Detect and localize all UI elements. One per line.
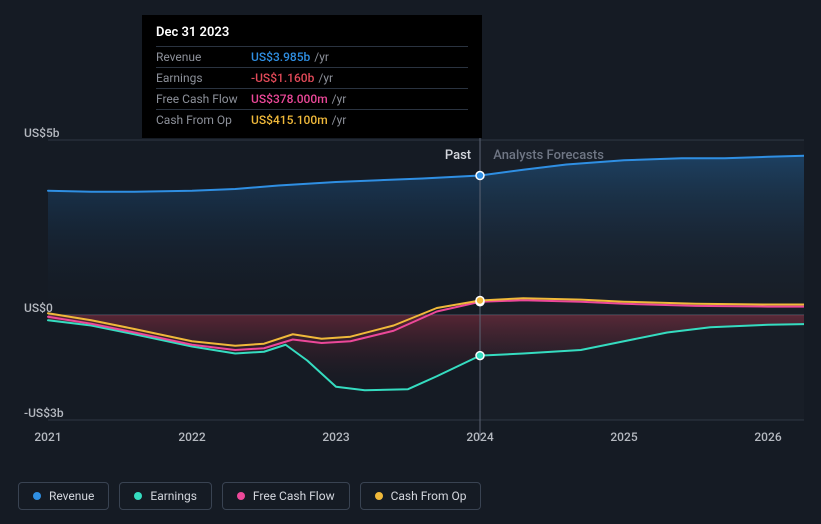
tooltip-row: RevenueUS$3.985b/yr <box>156 47 468 68</box>
legend-item-free-cash-flow[interactable]: Free Cash Flow <box>222 482 350 510</box>
tooltip-row: Free Cash FlowUS$378.000m/yr <box>156 89 468 110</box>
legend-label: Cash From Op <box>391 489 467 503</box>
y-axis-label: -US$3b <box>24 406 64 420</box>
x-axis-label: 2024 <box>466 430 493 444</box>
legend-label: Earnings <box>150 489 197 503</box>
x-axis-label: 2021 <box>34 430 61 444</box>
x-axis-label: 2026 <box>754 430 781 444</box>
tooltip-metric-label: Cash From Op <box>156 113 251 127</box>
tooltip-metric-value: -US$1.160b <box>251 71 314 85</box>
tooltip-metric-unit: /yr <box>332 92 347 106</box>
legend-marker-icon <box>237 492 245 500</box>
tooltip-metric-label: Free Cash Flow <box>156 92 251 106</box>
section-label-past: Past <box>445 148 471 163</box>
section-label-forecast: Analysts Forecasts <box>493 148 604 163</box>
legend-marker-icon <box>134 492 142 500</box>
legend-label: Revenue <box>49 489 94 503</box>
chart-legend: Revenue Earnings Free Cash Flow Cash From O… <box>18 482 481 510</box>
chart-tooltip: Dec 31 2023 RevenueUS$3.985b/yrEarnings-… <box>142 15 482 138</box>
tooltip-metric-value: US$415.100m <box>251 113 328 127</box>
y-axis-label: US$5b <box>24 126 60 140</box>
tooltip-date: Dec 31 2023 <box>156 25 468 47</box>
financials-chart: US$5bUS$0-US$3bPastAnalysts Forecasts202… <box>18 120 804 440</box>
tooltip-metric-unit: /yr <box>332 113 347 127</box>
tooltip-metric-label: Earnings <box>156 71 251 85</box>
tooltip-row: Cash From OpUS$415.100m/yr <box>156 110 468 130</box>
x-axis-label: 2023 <box>322 430 349 444</box>
x-axis-label: 2025 <box>610 430 637 444</box>
legend-marker-icon <box>375 492 383 500</box>
tooltip-metric-label: Revenue <box>156 50 251 64</box>
tooltip-metric-unit: /yr <box>314 50 329 64</box>
chart-svg <box>18 120 804 440</box>
y-axis-label: US$0 <box>24 301 53 315</box>
legend-marker-icon <box>33 492 41 500</box>
legend-item-earnings[interactable]: Earnings <box>119 482 212 510</box>
tooltip-metric-unit: /yr <box>318 71 333 85</box>
tooltip-metric-value: US$378.000m <box>251 92 328 106</box>
tooltip-row: Earnings-US$1.160b/yr <box>156 68 468 89</box>
legend-item-cash-from-op[interactable]: Cash From Op <box>360 482 482 510</box>
tooltip-metric-value: US$3.985b <box>251 50 310 64</box>
legend-item-revenue[interactable]: Revenue <box>18 482 109 510</box>
legend-label: Free Cash Flow <box>253 489 335 503</box>
x-axis-label: 2022 <box>178 430 205 444</box>
